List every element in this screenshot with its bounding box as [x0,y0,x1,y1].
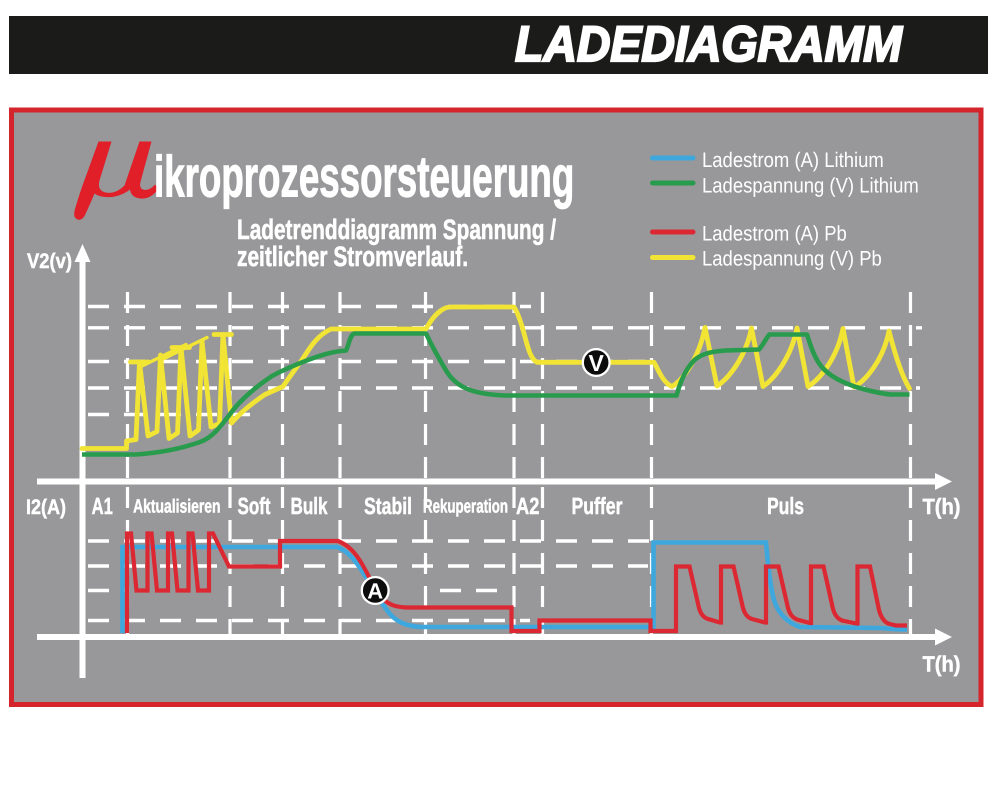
svg-text:Soft: Soft [238,493,271,519]
svg-text:I2(A): I2(A) [26,496,66,519]
svg-text:zeitlicher Stromverlauf.: zeitlicher Stromverlauf. [237,241,468,272]
svg-text:V: V [589,350,605,376]
svg-text:Ladespannung (V) Pb: Ladespannung (V) Pb [702,248,882,271]
svg-text:Puffer: Puffer [572,493,623,519]
svg-text:A1: A1 [92,493,113,519]
svg-text:V2(v): V2(v) [27,250,72,273]
svg-text:T(h): T(h) [923,494,961,519]
svg-text:Stabil: Stabil [364,493,412,519]
svg-text:Aktualisieren: Aktualisieren [133,497,220,518]
svg-text:ikroprozessorsteuerung: ikroprozessorsteuerung [154,145,574,210]
svg-text:Rekuperation: Rekuperation [423,497,508,518]
svg-text:Ladestrom (A) Lithium: Ladestrom (A) Lithium [702,149,884,172]
svg-text:A2: A2 [516,493,539,519]
svg-text:A: A [367,579,383,604]
svg-text:Ladestrom (A) Pb: Ladestrom (A) Pb [702,223,847,246]
svg-text:Ladespannung (V) Lithium: Ladespannung (V) Lithium [702,175,919,198]
svg-text:Puls: Puls [767,493,804,519]
svg-text:Ladetrenddiagramm Spannung /: Ladetrenddiagramm Spannung / [237,214,556,245]
svg-text:Bulk: Bulk [290,493,328,519]
svg-text:LADEDIAGRAMM: LADEDIAGRAMM [515,16,903,72]
svg-text:T(h): T(h) [923,652,961,677]
